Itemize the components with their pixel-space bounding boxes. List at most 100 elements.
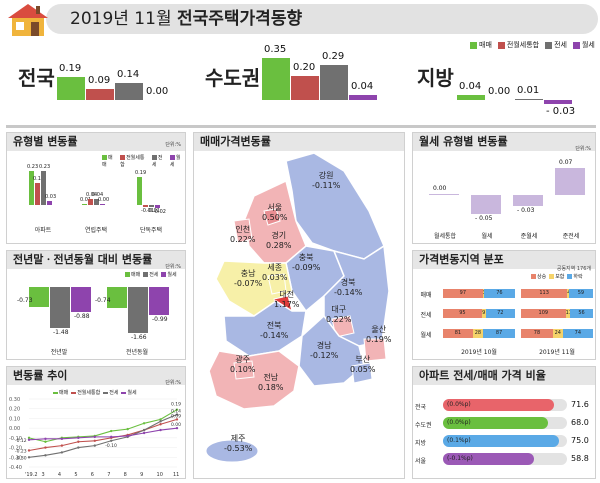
trend-point: [175, 418, 179, 421]
panel-type-change: 유형별 변동률 단위:% 매매 전월세통합 전세 월세 0.23 0.15 0.23…: [6, 132, 186, 244]
monthly-bar: [471, 195, 501, 214]
trend-line: [28, 427, 178, 441]
panel-distribution: 가격변동지역 분포 공동지역 176개 상승 보합 하락 매매 97376 1134…: [412, 250, 596, 360]
panel-trend: 변동률 추이 단위:% 매매 전월세통합 전세 월세 0.30 0.20 0.10 0…: [6, 366, 186, 479]
trend-line: [28, 414, 178, 458]
region-name: 경남: [316, 341, 332, 350]
trend-point: [126, 427, 129, 431]
distribution-segment: 59: [568, 289, 593, 298]
y-tick-label: -0.40: [9, 465, 22, 471]
panel-title: 월세 유형별 변동률: [413, 133, 595, 151]
panel-title: 변동률 추이: [7, 367, 185, 385]
monthly-value: - 0.03: [517, 207, 535, 215]
summary-value: 0.20: [293, 62, 316, 73]
trend-point: [142, 422, 146, 425]
type-value: -0.02: [153, 209, 166, 215]
region-label: 서울 0.50%: [262, 203, 287, 223]
region-jeonbuk: [223, 300, 307, 357]
region-value: 0.19%: [366, 335, 392, 344]
trend-point: [44, 440, 47, 443]
region-label: 충남 -0.07%: [234, 269, 262, 289]
region-name: 강원: [318, 171, 334, 180]
type-bar: [143, 205, 148, 207]
x-tick-label: 7: [107, 472, 110, 478]
monthly-bar: [555, 168, 585, 195]
region-label: 부산 0.05%: [350, 355, 375, 375]
x-tick-label: 10: [157, 472, 163, 478]
distribution-segment: 28: [472, 329, 484, 338]
x-tick-label: 3: [41, 472, 44, 478]
ratio-label: 서울: [415, 458, 427, 465]
region-value: 0.22%: [230, 235, 256, 244]
summary-bar: [544, 100, 572, 104]
header-bar: [46, 4, 598, 34]
region-label: 전남 0.18%: [258, 373, 283, 393]
y-tick-label: 0.00: [9, 426, 20, 432]
trend-point: [27, 436, 31, 440]
trend-point: [77, 440, 80, 443]
house-icon: [8, 4, 48, 36]
type-bar: [35, 182, 40, 205]
type-bar: [41, 170, 46, 205]
trend-point: [142, 431, 146, 435]
trend-point: [159, 420, 162, 423]
trend-point: [44, 446, 47, 449]
summary-value: 0.19: [59, 63, 82, 75]
summary-bar: [86, 89, 114, 100]
trend-point: [93, 444, 96, 447]
region-label: 울산 0.19%: [366, 325, 391, 345]
compare-bar: [71, 287, 91, 312]
category-label: 월세: [481, 233, 493, 240]
region-value: -0.07%: [234, 279, 263, 288]
region-value: 0.50%: [262, 213, 288, 222]
distribution-segment: 97: [443, 289, 483, 298]
region-value: -0.14%: [260, 331, 289, 340]
distribution-bar: 109 11 56: [521, 309, 593, 318]
trend-point: [93, 439, 96, 442]
point-label: 0.19: [171, 402, 181, 408]
point-label: 0.09: [171, 413, 181, 419]
distribution-segment: 95: [443, 309, 482, 318]
ratio-fill: (-0.1%p): [443, 453, 535, 465]
summary-bar: [349, 95, 377, 100]
period-label: 2019년 10월: [461, 349, 497, 356]
compare-value: -1.48: [53, 329, 69, 337]
summary-bar: [115, 83, 143, 100]
ratio-value: 68.0: [571, 418, 589, 427]
region-incheon: [233, 218, 253, 244]
panel-title: 아파트 전세/매매 가격 비율: [413, 367, 595, 385]
ratio-label: 전국: [415, 404, 427, 411]
type-value: 0.23: [39, 163, 51, 170]
region-label: 대구 0.22%: [326, 305, 351, 325]
ratio-value: 58.8: [571, 454, 589, 463]
ratio-fill: (0.1%p): [443, 435, 560, 447]
trend-point: [110, 439, 113, 442]
compare-bar: [149, 287, 169, 315]
region-label: 세종 0.03%: [262, 263, 287, 283]
region-label: 경북 -0.14%: [334, 278, 362, 298]
type-bar: [47, 200, 52, 205]
ratio-value: 75.0: [571, 436, 589, 445]
region-busan: [351, 362, 373, 384]
trend-point: [77, 446, 80, 449]
type-value: 0.00: [98, 197, 110, 203]
trend-point: [175, 413, 179, 416]
summary-value: 0.01: [517, 84, 540, 96]
region-name: 충남: [240, 269, 256, 278]
x-tick-label: '19.2: [25, 472, 38, 478]
summary-value: 0.14: [117, 69, 140, 81]
category-label: 아파트: [34, 227, 52, 234]
category-label: 연립주택: [84, 227, 108, 234]
trend-point: [60, 437, 64, 441]
point-label: -0.23: [15, 448, 27, 454]
monthly-value: - 0.05: [475, 215, 493, 222]
trend-point: [93, 435, 96, 439]
unit-label: 단위:%: [165, 380, 181, 386]
row-label: 월세: [420, 332, 432, 339]
x-tick-label: 4: [58, 472, 61, 478]
type-bar: [149, 205, 154, 207]
type-bar: [137, 176, 142, 205]
korea-map: [205, 152, 390, 463]
region-name: 광주: [235, 355, 251, 364]
type-bar: [29, 170, 34, 205]
